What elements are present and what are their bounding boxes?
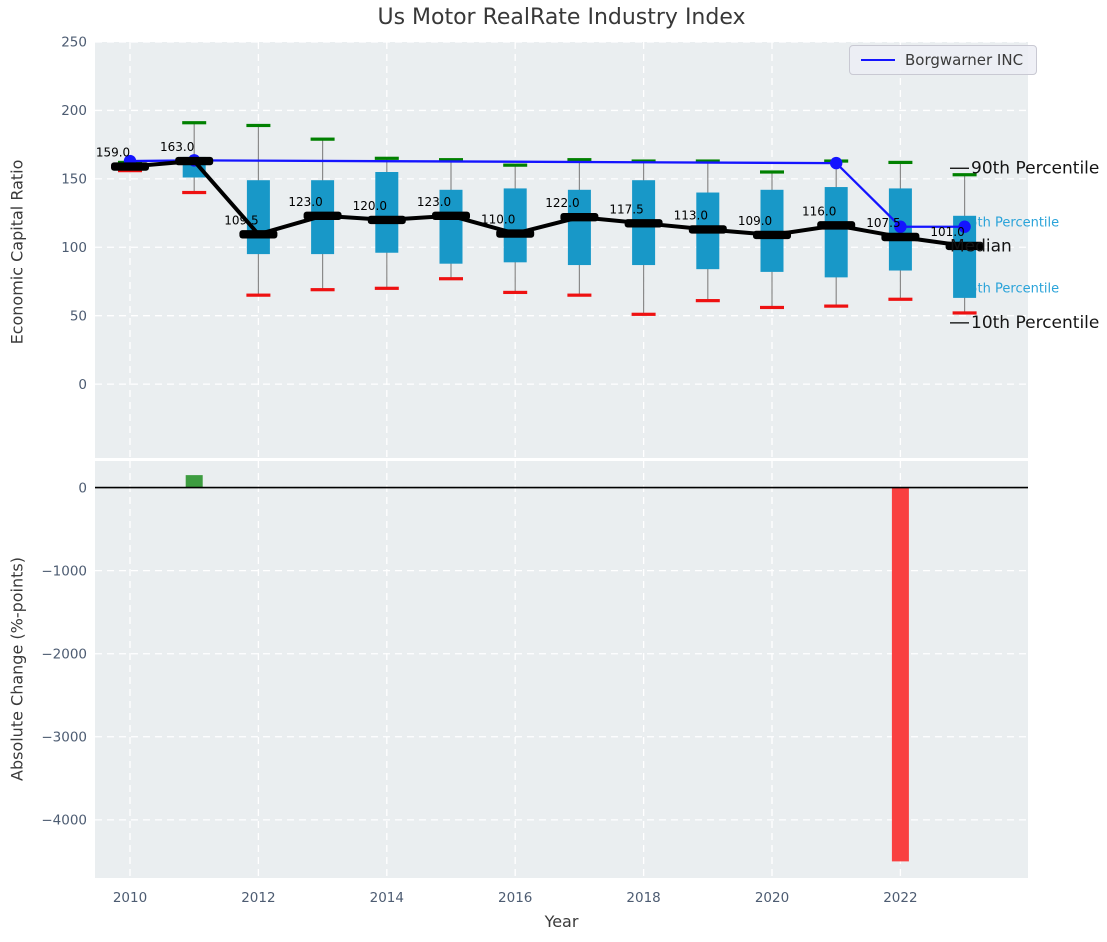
median-marker-2015 <box>432 211 470 220</box>
median-marker-2022 <box>881 232 920 242</box>
p10-cap-2013 <box>310 288 335 292</box>
median-marker-2011 <box>175 156 214 166</box>
boxplot-2017 <box>567 158 592 297</box>
x-axis-label: Year <box>544 912 579 931</box>
borgwarner-marker-2023 <box>958 220 971 233</box>
median-value-label-2015: 123.0 <box>417 195 451 209</box>
xtick-2016: 2016 <box>498 890 532 906</box>
xtick-2012: 2012 <box>241 890 275 906</box>
borgwarner-marker-2022 <box>894 220 907 233</box>
median-value-label-2016: 110.0 <box>481 213 515 227</box>
tick-labels: 0 50 100 150 200 250 0 −1000 −2000 −3000 −4000 2010… <box>41 35 917 906</box>
annotation-10th-percentile: 10th Percentile <box>971 313 1099 333</box>
median-value-label-2019: 113.0 <box>674 208 708 222</box>
median-value-label-2023: 101.0 <box>930 225 964 239</box>
p90-cap-2017 <box>567 158 592 162</box>
median-value-label-2012: 109.5 <box>224 213 258 227</box>
bottom-ytick--2000: −2000 <box>41 646 87 662</box>
median-marker-2016 <box>496 229 535 238</box>
p10-cap-2022 <box>888 297 913 301</box>
median-marker-2010 <box>111 162 149 171</box>
median-value-label-2017: 122.0 <box>545 196 579 210</box>
p90-cap-2023 <box>952 173 977 177</box>
median-value-label-2020: 109.0 <box>738 214 772 228</box>
annotation-90th-percentile: 90th Percentile <box>971 158 1099 178</box>
bottom-ytick--3000: −3000 <box>41 729 87 745</box>
page-title: Us Motor RealRate Industry Index <box>377 5 746 30</box>
annotation-25th-percentile: 25th Percentile <box>961 281 1059 296</box>
p10-cap-2015 <box>439 277 463 281</box>
xtick-2010: 2010 <box>113 890 147 906</box>
xtick-2020: 2020 <box>755 890 789 906</box>
top-plot-area <box>95 42 1028 458</box>
p90-cap-2015 <box>439 158 463 162</box>
top-ytick-250: 250 <box>61 35 87 51</box>
median-marker-2012 <box>239 230 278 239</box>
p90-cap-2020 <box>760 170 784 174</box>
bottom-ytick--4000: −4000 <box>41 813 87 829</box>
p10-cap-2014 <box>374 286 399 290</box>
p90-cap-2011 <box>182 121 207 125</box>
p10-cap-2012 <box>246 293 271 297</box>
legend-line-swatch-icon <box>861 58 895 62</box>
bottom-plot-area <box>95 461 1028 878</box>
legend-label: Borgwarner INC <box>905 51 1024 69</box>
median-marker-2019 <box>688 225 727 234</box>
xtick-2022: 2022 <box>883 890 917 906</box>
median-value-label-2021: 116.0 <box>802 204 836 218</box>
p90-cap-2019 <box>695 159 720 163</box>
p10-cap-2023 <box>952 311 977 315</box>
median-value-label-2013: 123.0 <box>288 195 322 209</box>
boxplot-2015 <box>439 158 463 281</box>
median-marker-2013 <box>303 211 342 220</box>
median-marker-2018 <box>624 219 663 228</box>
median-value-label-2022: 107.5 <box>866 216 900 230</box>
median-value-label-2014: 120.0 <box>353 199 387 213</box>
p90-cap-2014 <box>374 156 399 160</box>
xtick-2014: 2014 <box>370 890 404 906</box>
annotation-75th-percentile: 75th Percentile <box>961 216 1059 231</box>
p10-cap-2021 <box>824 304 849 308</box>
median-marker-2023 <box>945 241 984 251</box>
p90-cap-2016 <box>503 163 528 167</box>
bottom-y-axis-label: Absolute Change (%-points) <box>7 557 27 781</box>
median-value-label-2010: 159.0 <box>96 146 130 160</box>
median-value-label-2018: 117.5 <box>609 202 643 216</box>
p90-cap-2018 <box>631 159 656 163</box>
boxplot-2016 <box>503 163 528 295</box>
top-ytick-100: 100 <box>61 240 87 256</box>
xtick-2018: 2018 <box>626 890 660 906</box>
top-ytick-200: 200 <box>61 103 87 119</box>
p10-cap-2018 <box>631 312 656 316</box>
bottom-ytick-0: 0 <box>78 480 87 496</box>
bottom-ytick--1000: −1000 <box>41 563 87 579</box>
legend: Borgwarner INC <box>849 45 1038 75</box>
p90-cap-2012 <box>246 123 271 128</box>
p10-cap-2017 <box>567 293 592 297</box>
p90-cap-2013 <box>310 137 335 141</box>
median-marker-2017 <box>560 212 599 222</box>
p90-cap-2022 <box>888 160 913 165</box>
change-bar-2022 <box>891 487 909 862</box>
median-marker-2014 <box>367 215 406 225</box>
p10-cap-2020 <box>760 305 784 310</box>
annotation-median: Median <box>950 236 1012 256</box>
top-ytick-150: 150 <box>61 172 87 188</box>
median-marker-2021 <box>817 221 856 230</box>
p10-cap-2019 <box>695 299 720 303</box>
top-ytick-0: 0 <box>78 377 87 393</box>
top-y-axis-label: Economic Capital Ratio <box>7 159 27 345</box>
top-ytick-50: 50 <box>70 308 87 324</box>
p10-cap-2016 <box>503 290 528 295</box>
p10-cap-2011 <box>182 190 207 195</box>
change-bar-2011 <box>185 475 203 488</box>
median-value-label-2011: 163.0 <box>160 140 194 154</box>
median-marker-2020 <box>753 230 791 240</box>
borgwarner-marker-2021 <box>830 156 843 170</box>
